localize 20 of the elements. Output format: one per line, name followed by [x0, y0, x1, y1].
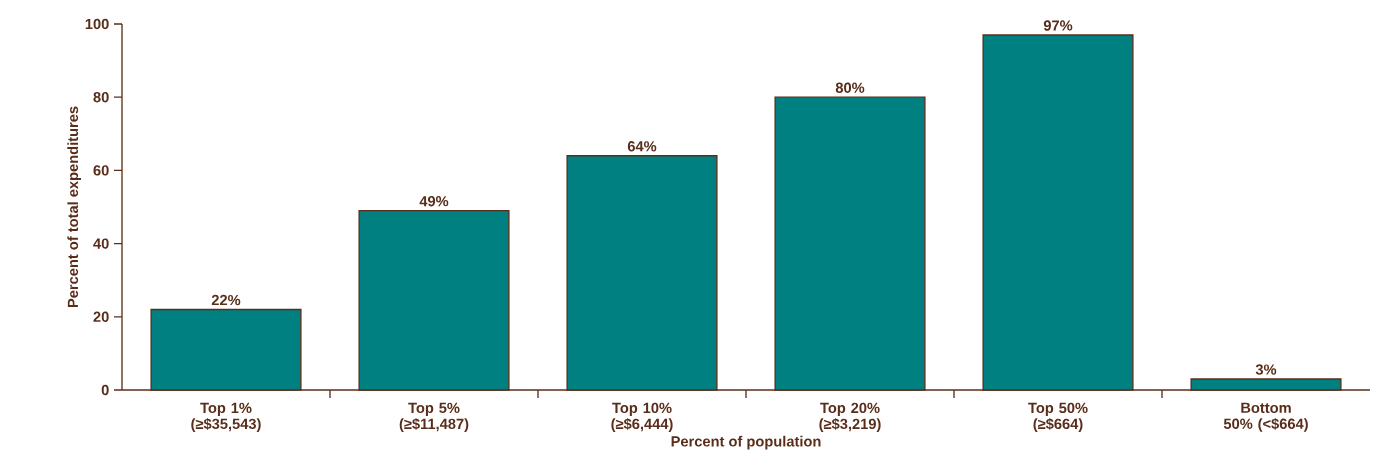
x-tick-label: Top 50% (≥$664) [1028, 402, 1088, 432]
data-label: 64% [627, 141, 657, 152]
y-tick-label: 0 [101, 384, 109, 396]
y-tick-label: 60 [93, 165, 109, 176]
data-label: 80% [835, 82, 865, 93]
y-tick-label: 80 [93, 92, 109, 103]
data-label: 3% [1255, 364, 1277, 375]
x-tick-label: Top 20% (≥$3,219) [819, 402, 881, 432]
data-label: 97% [1043, 20, 1073, 31]
x-tick-label: Top 5% (≥$11,487) [399, 402, 469, 432]
y-axis-title: Percent of total expenditures [67, 106, 81, 308]
y-tick-label: 40 [93, 238, 109, 249]
data-label: 49% [419, 196, 449, 207]
data-label: 22% [211, 294, 241, 306]
x-tick-label: Top 10% (≥$6,444) [611, 402, 673, 432]
x-tick-label: Bottom 50% (<$664) [1223, 402, 1308, 432]
x-axis-title: Percent of population [671, 435, 821, 450]
y-tick-label: 100 [85, 18, 109, 30]
x-tick-label: Top 1% (≥$35,543) [191, 402, 261, 432]
y-tick-label: 20 [93, 311, 109, 322]
